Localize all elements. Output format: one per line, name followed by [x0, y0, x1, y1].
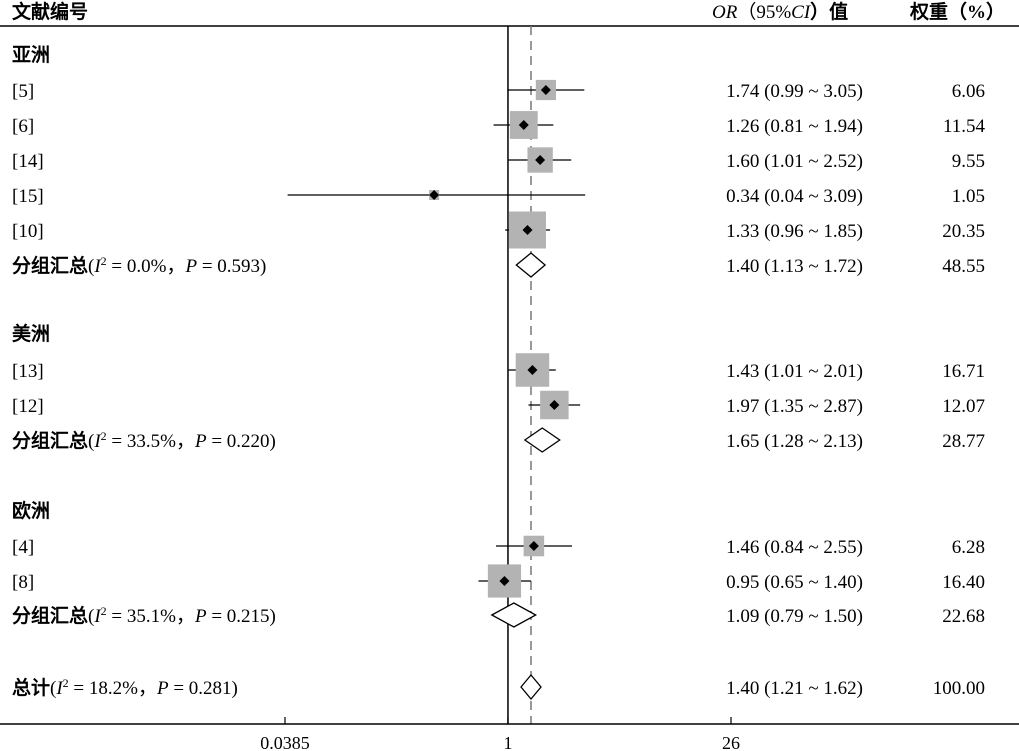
- or-ci-value: 1.43 (1.01 ~ 2.01): [726, 361, 863, 382]
- group-title: 亚洲: [12, 44, 50, 66]
- i2-superscript: 2: [63, 676, 69, 690]
- i2-symbol: I: [93, 431, 102, 452]
- subtotal-paren: (: [50, 678, 56, 699]
- p-value: = 0.281): [169, 678, 238, 699]
- axis-tick-label: 26: [722, 733, 740, 751]
- or-ci-value: 1.60 (1.01 ~ 2.52): [726, 151, 863, 172]
- summary-diamond: [515, 252, 547, 278]
- i2-value: = 33.5%，: [107, 431, 195, 452]
- i2-symbol: I: [93, 256, 102, 277]
- summary-diamond: [520, 673, 542, 701]
- or-ci-value: 1.09 (0.79 ~ 1.50): [726, 606, 863, 627]
- axis-tick-label: 0.0385: [260, 733, 310, 751]
- point-estimate: [518, 120, 529, 130]
- or-ci-value: 1.33 (0.96 ~ 1.85): [726, 221, 863, 242]
- subtotal-paren: (: [88, 256, 94, 277]
- point-estimate: [540, 85, 551, 95]
- weight-value: 28.77: [942, 431, 985, 452]
- group-title: 欧洲: [12, 499, 50, 522]
- or-ci-value: 1.26 (0.81 ~ 1.94): [726, 116, 863, 137]
- or-ci-value: 1.40 (1.13 ~ 1.72): [726, 256, 863, 277]
- i2-value: = 35.1%，: [107, 606, 195, 627]
- header-ci-open: （95%: [737, 1, 791, 23]
- point-estimate: [527, 365, 538, 375]
- header-or-label: OR: [712, 2, 738, 23]
- point-estimate: [522, 225, 533, 235]
- weight-value: 16.40: [942, 572, 985, 593]
- subtotal-name: 分组汇总: [12, 429, 88, 452]
- or-ci-value: 0.95 (0.65 ~ 1.40): [726, 572, 863, 593]
- subtotal-name: 总计: [12, 676, 50, 699]
- weight-value: 12.07: [942, 396, 985, 417]
- weight-value: 22.68: [942, 606, 985, 627]
- point-estimate: [429, 190, 440, 200]
- header-weight: 权重（%）: [909, 0, 1005, 23]
- forest-rows: 亚洲 [5] 1.74 (0.99 ~ 3.05) 6.06 [6] 1.26 (0.81…: [12, 26, 985, 724]
- study-label: [14]: [12, 151, 44, 172]
- i2-value: = 0.0%，: [107, 256, 186, 277]
- weight-value: 6.28: [952, 537, 985, 558]
- study-label: [6]: [12, 116, 34, 137]
- or-ci-value: 0.34 (0.04 ~ 3.09): [726, 186, 863, 207]
- header-ci-close: ）值: [810, 0, 848, 23]
- header-study: 文献编号: [12, 0, 88, 23]
- subtotal-name: 分组汇总: [12, 604, 88, 627]
- weight-value: 20.35: [942, 221, 985, 242]
- summary-diamond: [523, 427, 561, 453]
- point-estimate: [528, 541, 539, 551]
- study-label: [10]: [12, 221, 44, 242]
- subtotal-label: 总计(I2 = 18.2%，P = 0.281): [12, 676, 238, 699]
- or-ci-value: 1.46 (0.84 ~ 2.55): [726, 537, 863, 558]
- p-value: = 0.593): [197, 256, 266, 277]
- header-or-ci: OR（95%CI）值: [712, 0, 848, 23]
- subtotal-paren: (: [88, 606, 94, 627]
- i2-symbol: I: [55, 678, 64, 699]
- i2-value: = 18.2%，: [69, 678, 157, 699]
- axis-tick-label: 1: [503, 733, 512, 751]
- weight-value: 11.54: [943, 116, 986, 137]
- i2-superscript: 2: [101, 429, 107, 443]
- or-ci-value: 1.97 (1.35 ~ 2.87): [726, 396, 863, 417]
- subtotal-paren: (: [88, 431, 94, 452]
- study-label: [5]: [12, 81, 34, 102]
- p-symbol: P: [194, 431, 207, 452]
- or-ci-value: 1.74 (0.99 ~ 3.05): [726, 81, 863, 102]
- p-value: = 0.220): [207, 431, 276, 452]
- or-ci-value: 1.40 (1.21 ~ 1.62): [726, 678, 863, 699]
- study-label: [8]: [12, 572, 34, 593]
- i2-symbol: I: [93, 606, 102, 627]
- subtotal-name: 分组汇总: [12, 254, 88, 277]
- i2-superscript: 2: [101, 254, 107, 268]
- weight-value: 9.55: [952, 151, 985, 172]
- summary-diamond: [490, 602, 538, 628]
- point-estimate: [499, 576, 510, 586]
- point-estimate: [535, 155, 546, 165]
- weight-value: 16.71: [942, 361, 985, 382]
- subtotal-label: 分组汇总(I2 = 0.0%，P = 0.593): [12, 254, 266, 277]
- point-estimate: [549, 400, 560, 410]
- weight-value: 6.06: [952, 81, 985, 102]
- weight-value: 48.55: [942, 256, 985, 277]
- or-ci-value: 1.65 (1.28 ~ 2.13): [726, 431, 863, 452]
- x-axis: 0.0385 1 26: [0, 717, 1019, 751]
- header-ci-label: CI: [791, 2, 812, 23]
- study-label: [13]: [12, 361, 44, 382]
- weight-value: 100.00: [933, 678, 985, 699]
- study-label: [12]: [12, 396, 44, 417]
- study-label: [4]: [12, 537, 34, 558]
- subtotal-label: 分组汇总(I2 = 35.1%，P = 0.215): [12, 604, 276, 627]
- i2-superscript: 2: [101, 604, 107, 618]
- subtotal-label: 分组汇总(I2 = 33.5%，P = 0.220): [12, 429, 276, 452]
- study-label: [15]: [12, 186, 44, 207]
- p-value: = 0.215): [207, 606, 276, 627]
- p-symbol: P: [184, 256, 197, 277]
- group-title: 美洲: [12, 322, 50, 345]
- p-symbol: P: [156, 678, 169, 699]
- p-symbol: P: [194, 606, 207, 627]
- weight-value: 1.05: [952, 186, 985, 207]
